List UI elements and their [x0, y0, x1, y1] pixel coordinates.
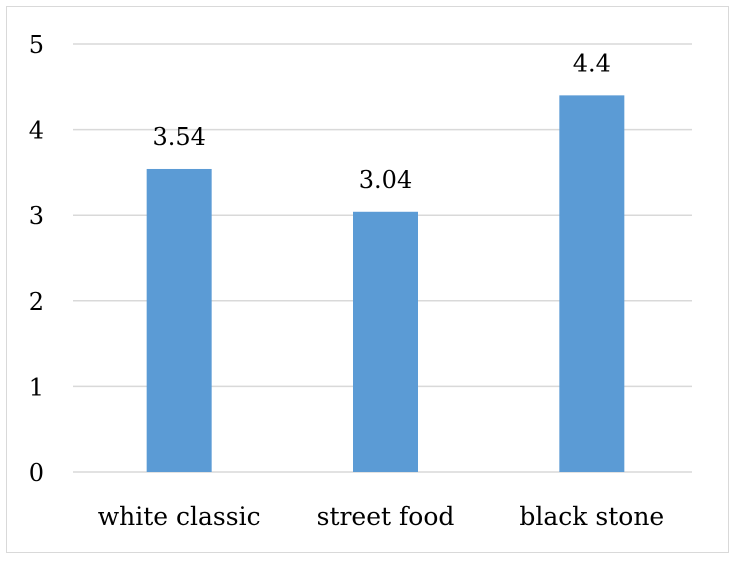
x-axis-categories: white classic street food black stone: [98, 502, 665, 531]
y-tick-label: 1: [29, 373, 44, 401]
y-tick-label: 4: [29, 117, 44, 145]
bar: [353, 211, 418, 472]
x-category-label: black stone: [519, 502, 664, 531]
bar: [559, 95, 625, 473]
y-tick-label: 3: [29, 202, 44, 230]
data-label: 4.4: [573, 49, 611, 77]
bars: [146, 95, 625, 473]
y-axis-ticks: 0 1 2 3 4 5: [29, 31, 44, 487]
bar: [146, 168, 212, 472]
data-label: 3.04: [359, 166, 412, 194]
x-category-label: white classic: [98, 502, 261, 531]
y-tick-label: 5: [29, 31, 44, 59]
y-tick-label: 2: [29, 288, 44, 316]
y-tick-label: 0: [29, 459, 44, 487]
data-label: 3.54: [152, 123, 205, 151]
data-labels: 3.54 3.04 4.4: [152, 49, 610, 193]
x-category-label: street food: [317, 502, 455, 531]
